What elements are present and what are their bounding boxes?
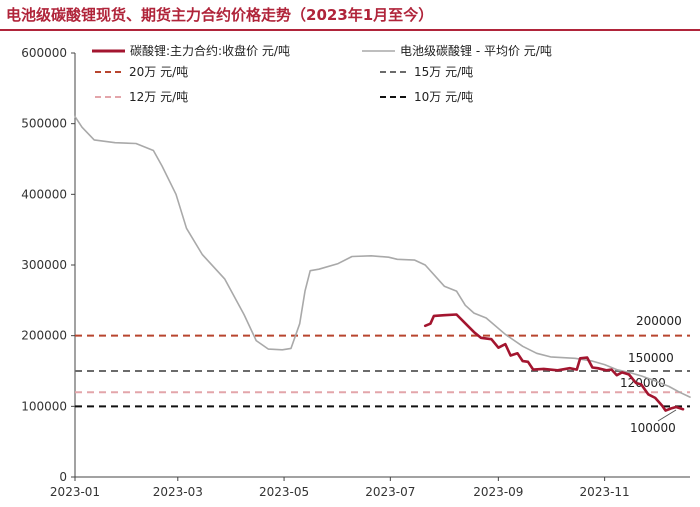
y-tick-label: 500000 [21,117,67,131]
x-tick-label: 2023-09 [473,485,523,499]
y-tick-label: 200000 [21,329,67,343]
legend-label: 碳酸锂:主力合约:收盘价 元/吨 [130,43,290,58]
x-tick-label: 2023-03 [153,485,203,499]
x-tick-label: 2023-01 [50,485,100,499]
legend-label: 电池级碳酸锂 - 平均价 元/吨 [400,43,552,58]
reference-value-label: 200000 [636,314,682,328]
legend-label: 10万 元/吨 [414,90,473,104]
y-tick-label: 0 [59,470,67,484]
chart-title: 电池级碳酸锂现货、期货主力合约价格走势（2023年1月至今） [6,6,434,24]
annotation-leader [657,409,677,422]
legend-label: 20万 元/吨 [129,65,188,79]
x-tick-label: 2023-05 [259,485,309,499]
series-spot-line [74,115,691,398]
series-futures-line [423,313,685,412]
x-tick-label: 2023-11 [580,485,630,499]
title-divider [0,29,700,31]
y-tick-label: 600000 [21,46,67,60]
legend-label: 15万 元/吨 [414,65,473,79]
x-tick-label: 2023-07 [365,485,415,499]
y-tick-label: 400000 [21,187,67,201]
y-tick-label: 300000 [21,258,67,272]
reference-value-label: 150000 [628,351,674,365]
y-tick-label: 100000 [21,399,67,413]
legend-label: 12万 元/吨 [129,90,188,104]
reference-value-label: 100000 [630,421,676,435]
